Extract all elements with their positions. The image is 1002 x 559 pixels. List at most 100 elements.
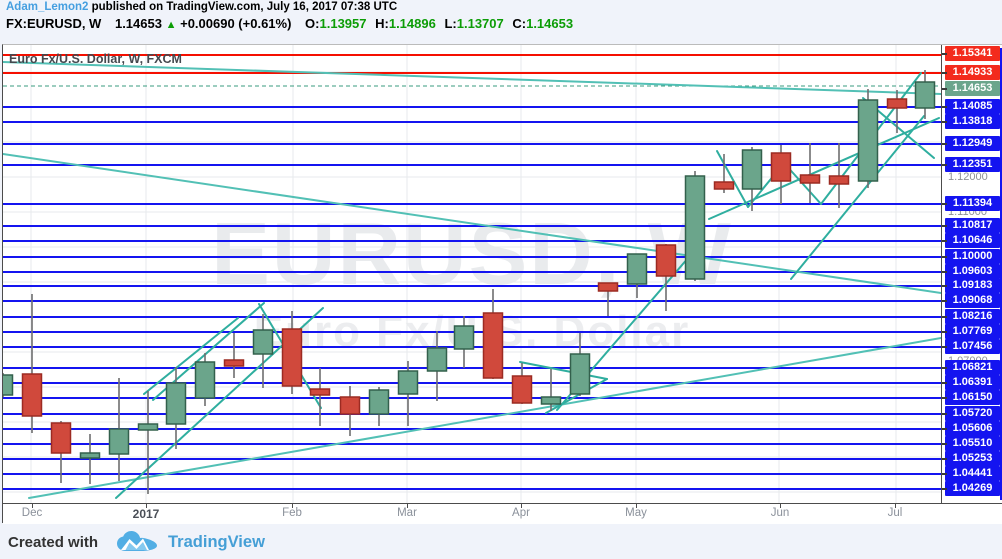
high-label: H: [375, 16, 389, 31]
username-link[interactable]: Adam_Lemon2 [6, 1, 89, 13]
price-axis-tick [942, 367, 947, 369]
price-axis: 1.120001.110001.070001.153411.149331.146… [941, 45, 1002, 503]
candle-body-up [426, 347, 448, 372]
candlestick-chart [3, 45, 941, 503]
price-axis-tick [942, 164, 947, 166]
time-axis-tick [32, 504, 33, 508]
publish-text: published on TradingView.com, July 16, 2… [88, 1, 398, 13]
price-axis-tick [942, 300, 947, 302]
trendline [3, 153, 941, 294]
price-axis-tick [942, 488, 947, 490]
candle-body-up [108, 428, 130, 455]
trendline [790, 115, 925, 280]
candle-body-up [540, 396, 562, 405]
up-arrow-icon: ▲ [165, 19, 177, 31]
price-level-label-blue: 1.11394 [945, 196, 1000, 211]
open-label: O: [305, 16, 320, 31]
price-axis-tick [942, 346, 947, 348]
time-axis-month-label: Feb [282, 507, 302, 519]
price-axis-tick [942, 143, 947, 145]
price-axis-tick [942, 121, 947, 123]
symbol-bar: FX:EURUSD, W 1.14653 ▲ +0.00690 (+0.61%)… [0, 14, 1002, 36]
candle-body-up [453, 325, 475, 350]
time-axis-tick [780, 504, 781, 508]
candle-body-down [511, 375, 533, 404]
trendline [708, 117, 940, 220]
trendline [545, 378, 608, 414]
attribution-footer: Created with TradingView [8, 530, 265, 554]
price-level-label-blue: 1.10646 [945, 233, 1000, 248]
trendline [716, 150, 749, 208]
price-level-label-blue: 1.08216 [945, 309, 1000, 324]
price-axis-tick [942, 72, 947, 74]
time-axis-tick [292, 504, 293, 508]
candle-body-up [684, 175, 706, 280]
close-label: C: [512, 16, 527, 31]
price-level-label-blue: 1.12949 [945, 136, 1000, 151]
price-level-label-blue: 1.09603 [945, 264, 1000, 279]
price-axis-tick [942, 331, 947, 333]
candle-body-down [21, 373, 43, 417]
price-axis-tick [942, 203, 947, 205]
time-axis-month-label: Jul [887, 507, 903, 519]
candle-body-up [3, 374, 14, 396]
low-label: L: [444, 16, 457, 31]
price-axis-tick [942, 443, 947, 445]
candle-body-down [886, 98, 908, 109]
close-value: 1.14653 [526, 16, 574, 31]
price-level-label-blue: 1.10817 [945, 218, 1000, 233]
price-level-label-blue: 1.12351 [945, 157, 1000, 172]
trendline [3, 61, 941, 95]
candle-body-up [252, 329, 274, 355]
chart-widget: EURUSD, W Euro Fx/U.S. Dollar Euro Fx/U.… [2, 44, 1002, 524]
time-axis-tick [521, 504, 522, 508]
candle-body-up [137, 423, 159, 431]
candle-body-down [339, 396, 361, 415]
time-axis-tick [895, 504, 896, 508]
price-axis-tick [942, 473, 947, 475]
price-axis-tick [942, 106, 947, 108]
candle-body-up [741, 149, 763, 190]
price-axis-tick [942, 256, 947, 258]
time-axis-tick [407, 504, 408, 508]
candle-body-down [482, 312, 504, 379]
candle-body-down [309, 388, 331, 396]
high-value: 1.14896 [388, 16, 436, 31]
chart-plot-area: EURUSD, W Euro Fx/U.S. Dollar Euro Fx/U.… [3, 45, 941, 503]
price-level-label-blue: 1.05510 [945, 436, 1000, 451]
candle-body-down [799, 174, 821, 184]
time-axis-year-label: 2017 [132, 507, 160, 521]
candle-body-up [914, 81, 936, 109]
candle-body-down [281, 328, 303, 387]
low-value: 1.13707 [456, 16, 504, 31]
price-level-label-blue: 1.05720 [945, 406, 1000, 421]
price-axis-tick [942, 271, 947, 273]
time-axis-tick [636, 504, 637, 508]
price-level-label-red: 1.15341 [945, 46, 1000, 61]
price-axis-edge-strip [1000, 48, 1002, 500]
time-axis-month-label: Apr [512, 507, 530, 519]
time-axis-month-label: Dec [21, 507, 43, 519]
tradingview-cloud-logo-icon [117, 531, 158, 551]
candle-body-up [165, 382, 187, 425]
price-scale-tick-label: 1.12000 [948, 170, 1000, 184]
price-axis-tick [942, 428, 947, 430]
price-level-label-blue: 1.06391 [945, 375, 1000, 390]
price-level-label-blue: 1.04269 [945, 481, 1000, 496]
price-level-label-blue: 1.05253 [945, 451, 1000, 466]
tradingview-brand-link[interactable]: TradingView [168, 532, 265, 551]
price-level-label-blue: 1.13818 [945, 114, 1000, 129]
candle-body-down [655, 244, 677, 277]
price-level-label-blue: 1.06821 [945, 360, 1000, 375]
price-axis-tick [942, 53, 947, 55]
time-axis-month-label: May [625, 507, 647, 519]
time-axis-month-label: Mar [397, 507, 417, 519]
price-level-label-blue: 1.09068 [945, 293, 1000, 308]
chart-title: Euro Fx/U.S. Dollar, W, FXCM [9, 52, 182, 66]
time-axis: Dec 2017 Feb Mar Apr May Jun Jul [3, 503, 1002, 524]
price-level-label-blue: 1.07769 [945, 324, 1000, 339]
candle-body-down [50, 422, 72, 454]
candle-body-down [597, 282, 619, 292]
candle-body-down [770, 152, 792, 182]
price-level-label-blue: 1.10000 [945, 249, 1000, 264]
